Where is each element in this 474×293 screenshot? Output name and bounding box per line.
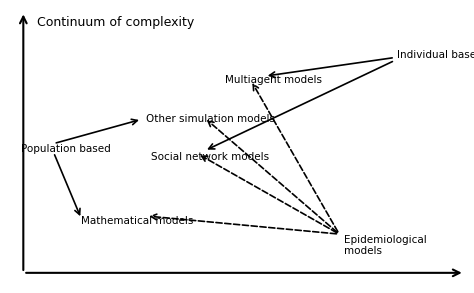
Text: Individual based: Individual based bbox=[397, 50, 474, 59]
Text: Social network models: Social network models bbox=[151, 151, 269, 161]
Text: Population based: Population based bbox=[21, 144, 111, 154]
Text: Continuum of complexity: Continuum of complexity bbox=[37, 16, 194, 29]
Text: Epidemiological
models: Epidemiological models bbox=[344, 235, 427, 256]
Text: Multiagent models: Multiagent models bbox=[226, 76, 322, 86]
Text: Mathematical models: Mathematical models bbox=[82, 216, 194, 226]
Text: Other simulation models: Other simulation models bbox=[146, 114, 275, 124]
